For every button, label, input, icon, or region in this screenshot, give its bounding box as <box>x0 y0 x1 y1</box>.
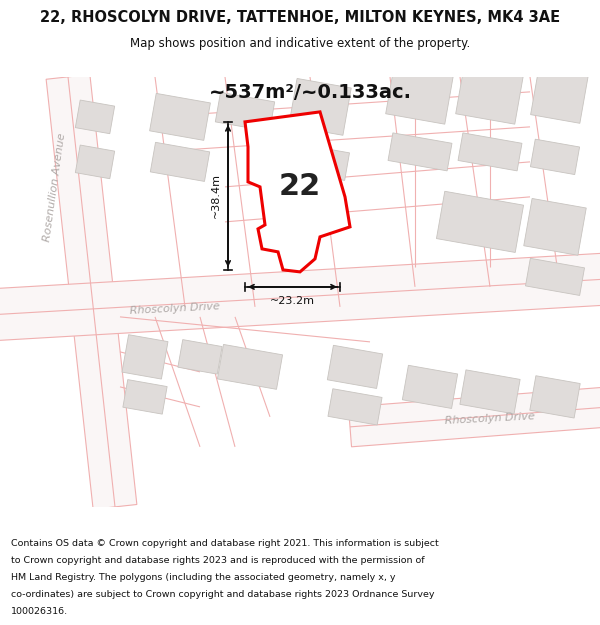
Text: 100026316.: 100026316. <box>11 608 68 616</box>
Polygon shape <box>123 379 167 414</box>
Polygon shape <box>530 139 580 174</box>
Polygon shape <box>328 345 383 389</box>
Polygon shape <box>149 93 211 141</box>
Polygon shape <box>386 59 454 124</box>
Text: 22: 22 <box>279 173 321 201</box>
Text: 22, RHOSCOLYN DRIVE, TATTENHOE, MILTON KEYNES, MK4 3AE: 22, RHOSCOLYN DRIVE, TATTENHOE, MILTON K… <box>40 10 560 25</box>
Text: Rhoscolyn Drive: Rhoscolyn Drive <box>445 411 535 426</box>
Polygon shape <box>245 112 350 272</box>
Text: to Crown copyright and database rights 2023 and is reproduced with the permissio: to Crown copyright and database rights 2… <box>11 556 424 565</box>
Polygon shape <box>178 339 222 374</box>
Polygon shape <box>455 59 524 124</box>
Text: ~537m²/~0.133ac.: ~537m²/~0.133ac. <box>209 83 412 102</box>
Polygon shape <box>151 142 209 181</box>
Text: Rhoscolyn Drive: Rhoscolyn Drive <box>130 301 220 316</box>
Text: HM Land Registry. The polygons (including the associated geometry, namely x, y: HM Land Registry. The polygons (includin… <box>11 573 395 582</box>
Polygon shape <box>289 79 351 135</box>
Polygon shape <box>530 61 589 123</box>
Polygon shape <box>349 387 600 447</box>
Text: Map shows position and indicative extent of the property.: Map shows position and indicative extent… <box>130 37 470 50</box>
Polygon shape <box>122 335 168 379</box>
Polygon shape <box>524 199 586 255</box>
Text: ~23.2m: ~23.2m <box>270 296 315 306</box>
Polygon shape <box>403 365 458 409</box>
Text: Rosenullion Avenue: Rosenullion Avenue <box>43 132 68 242</box>
Text: co-ordinates) are subject to Crown copyright and database rights 2023 Ordnance S: co-ordinates) are subject to Crown copyr… <box>11 590 434 599</box>
Polygon shape <box>388 133 452 171</box>
Polygon shape <box>328 389 382 425</box>
Text: ~38.4m: ~38.4m <box>211 173 221 218</box>
Polygon shape <box>76 145 115 179</box>
Polygon shape <box>526 258 584 296</box>
Polygon shape <box>215 92 275 131</box>
Polygon shape <box>460 370 520 414</box>
Polygon shape <box>458 133 522 171</box>
Polygon shape <box>530 376 580 418</box>
Polygon shape <box>436 191 524 253</box>
Polygon shape <box>290 143 350 181</box>
Text: Contains OS data © Crown copyright and database right 2021. This information is : Contains OS data © Crown copyright and d… <box>11 539 439 548</box>
Polygon shape <box>46 74 137 509</box>
Polygon shape <box>217 344 283 389</box>
Polygon shape <box>76 100 115 134</box>
Polygon shape <box>0 253 600 341</box>
